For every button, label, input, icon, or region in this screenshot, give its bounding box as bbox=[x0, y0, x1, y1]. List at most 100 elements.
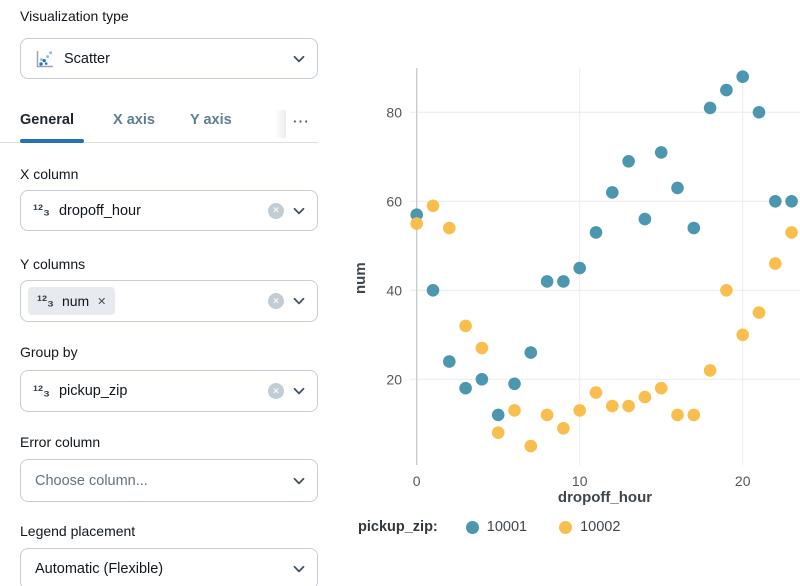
scatter-point-10001[interactable] bbox=[769, 195, 782, 208]
scatter-point-10002[interactable] bbox=[557, 422, 570, 435]
scatter-point-10002[interactable] bbox=[687, 408, 701, 422]
scatter-point-10002[interactable] bbox=[736, 328, 749, 342]
scatter-point-10001[interactable] bbox=[491, 408, 505, 422]
scatter-point-10002[interactable] bbox=[622, 399, 635, 413]
scatter-point-10001[interactable] bbox=[638, 212, 652, 226]
scatter-point-10002[interactable] bbox=[573, 404, 586, 417]
scatter-point-10001[interactable] bbox=[606, 186, 619, 199]
y-tick-label: 20 bbox=[386, 371, 402, 387]
group-by-select[interactable]: ¹²₃ pickup_zip ✕ bbox=[20, 370, 318, 412]
visualization-type-label: Visualization type bbox=[20, 8, 129, 24]
y-tick-label: 80 bbox=[386, 104, 402, 120]
scatter-point-10002[interactable] bbox=[459, 319, 472, 333]
group-by-label: Group by bbox=[20, 344, 78, 360]
scatter-point-10001[interactable] bbox=[622, 155, 635, 168]
legend-item-10001[interactable]: 10001 bbox=[465, 519, 527, 535]
chart-legend: pickup_zip: 10001 10002 bbox=[358, 519, 652, 535]
clear-group-by-button[interactable]: ✕ bbox=[268, 383, 284, 399]
scatter-point-10001[interactable] bbox=[557, 275, 570, 288]
scatter-plot: 20 40 60 80 0 10 20 bbox=[386, 68, 800, 489]
chevron-down-icon bbox=[293, 207, 305, 215]
scatter-point-10001[interactable] bbox=[703, 101, 717, 115]
chevron-down-icon bbox=[293, 297, 305, 305]
y-tick-label: 40 bbox=[386, 282, 402, 298]
tab-x-axis[interactable]: X axis bbox=[113, 112, 155, 128]
scatter-point-10001[interactable] bbox=[589, 226, 603, 239]
scatter-point-10002[interactable] bbox=[524, 439, 538, 453]
y-column-chip[interactable]: ¹²₃ num ✕ bbox=[28, 287, 116, 315]
scatter-point-10002[interactable] bbox=[671, 408, 684, 422]
scatter-point-10001[interactable] bbox=[475, 373, 489, 386]
tabs-scroll-fade bbox=[274, 110, 286, 138]
config-tabs: General X axis Y axis ⋯ bbox=[0, 108, 318, 143]
y-columns-label: Y columns bbox=[20, 256, 86, 272]
legend-placement-label: Legend placement bbox=[20, 523, 136, 539]
x-column-select[interactable]: ¹²₃ dropoff_hour ✕ bbox=[20, 190, 318, 231]
scatter-point-10001[interactable] bbox=[785, 195, 798, 208]
scatter-point-10002[interactable] bbox=[540, 408, 554, 422]
visualization-type-value: Scatter bbox=[64, 50, 110, 67]
x-tick-label: 20 bbox=[735, 473, 751, 489]
y-columns-select[interactable]: ¹²₃ num ✕ ✕ bbox=[20, 280, 318, 322]
more-tabs-icon[interactable]: ⋯ bbox=[292, 112, 309, 131]
legend-title: pickup_zip: bbox=[358, 519, 438, 535]
clear-x-column-button[interactable]: ✕ bbox=[268, 202, 284, 219]
visualization-type-select[interactable]: Scatter bbox=[20, 38, 318, 79]
scatter-point-10002[interactable] bbox=[443, 221, 456, 235]
scatter-point-10001[interactable] bbox=[410, 208, 423, 221]
scatter-point-10002[interactable] bbox=[491, 426, 505, 440]
scatter-point-10002[interactable] bbox=[785, 226, 798, 239]
scatter-point-10001[interactable] bbox=[687, 221, 701, 235]
scatter-point-10001[interactable] bbox=[720, 83, 733, 97]
remove-y-column-icon[interactable]: ✕ bbox=[97, 295, 107, 308]
numeric-type-icon: ¹²₃ bbox=[33, 202, 50, 219]
scatter-point-10001[interactable] bbox=[736, 70, 749, 83]
x-tick-label: 0 bbox=[413, 473, 421, 489]
scatter-point-10002[interactable] bbox=[752, 306, 766, 319]
scatter-point-10001[interactable] bbox=[752, 106, 766, 119]
scatter-point-10001[interactable] bbox=[540, 275, 554, 288]
scatter-point-10001[interactable] bbox=[508, 377, 521, 391]
scatter-point-10002[interactable] bbox=[606, 399, 619, 413]
numeric-type-icon: ¹²₃ bbox=[33, 382, 50, 400]
y-tick-label: 60 bbox=[386, 193, 402, 209]
error-column-label: Error column bbox=[20, 434, 101, 450]
tab-general[interactable]: General bbox=[20, 112, 74, 128]
scatter-point-10002[interactable] bbox=[508, 404, 521, 417]
scatter-point-10002[interactable] bbox=[410, 217, 423, 230]
scatter-point-10002[interactable] bbox=[426, 199, 440, 213]
scatter-point-10001[interactable] bbox=[654, 146, 668, 159]
scatter-point-10002[interactable] bbox=[720, 284, 733, 297]
x-column-label: X column bbox=[20, 166, 79, 182]
legend-item-label: 10002 bbox=[580, 519, 621, 535]
scatter-point-10002[interactable] bbox=[589, 386, 603, 399]
legend-placement-select[interactable]: Automatic (Flexible) bbox=[20, 548, 318, 586]
scatter-point-10001[interactable] bbox=[524, 346, 538, 359]
x-column-value: dropoff_hour bbox=[58, 202, 141, 219]
scatter-point-10001[interactable] bbox=[671, 181, 684, 195]
y-column-chip-value: num bbox=[61, 293, 90, 309]
legend-item-10002[interactable]: 10002 bbox=[559, 519, 620, 535]
scatter-point-10002[interactable] bbox=[638, 390, 652, 404]
scatter-point-10001[interactable] bbox=[426, 284, 440, 297]
scatter-point-10001[interactable] bbox=[459, 381, 472, 395]
scatter-point-10002[interactable] bbox=[769, 257, 782, 270]
chevron-down-icon bbox=[293, 477, 305, 485]
chevron-down-icon bbox=[293, 387, 305, 395]
numeric-type-icon: ¹²₃ bbox=[37, 292, 54, 310]
legend-placement-value: Automatic (Flexible) bbox=[35, 561, 164, 577]
error-column-select[interactable]: Choose column... bbox=[20, 459, 318, 502]
scatter-point-10001[interactable] bbox=[443, 355, 456, 368]
chevron-down-icon bbox=[293, 565, 305, 573]
error-column-placeholder: Choose column... bbox=[35, 472, 148, 489]
clear-y-columns-button[interactable]: ✕ bbox=[268, 293, 284, 309]
tab-y-axis[interactable]: Y axis bbox=[190, 112, 232, 128]
scatter-point-10002[interactable] bbox=[654, 381, 668, 395]
series-yellow-dot-icon bbox=[559, 520, 573, 534]
scatter-point-10002[interactable] bbox=[703, 364, 717, 377]
scatter-point-10002[interactable] bbox=[475, 341, 489, 355]
scatter-chart-icon bbox=[33, 48, 55, 70]
scatter-point-10001[interactable] bbox=[573, 261, 586, 275]
y-axis-title: num bbox=[352, 262, 369, 294]
